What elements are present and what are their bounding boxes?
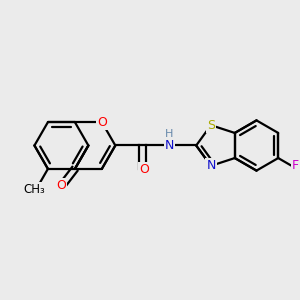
Text: N: N [206, 159, 216, 172]
Text: O: O [97, 116, 107, 129]
Text: F: F [292, 159, 299, 172]
Text: S: S [207, 119, 215, 132]
Text: O: O [56, 179, 66, 192]
Text: CH₃: CH₃ [23, 183, 45, 196]
Text: N: N [165, 139, 174, 152]
Text: H: H [165, 129, 173, 139]
Text: O: O [139, 163, 149, 176]
